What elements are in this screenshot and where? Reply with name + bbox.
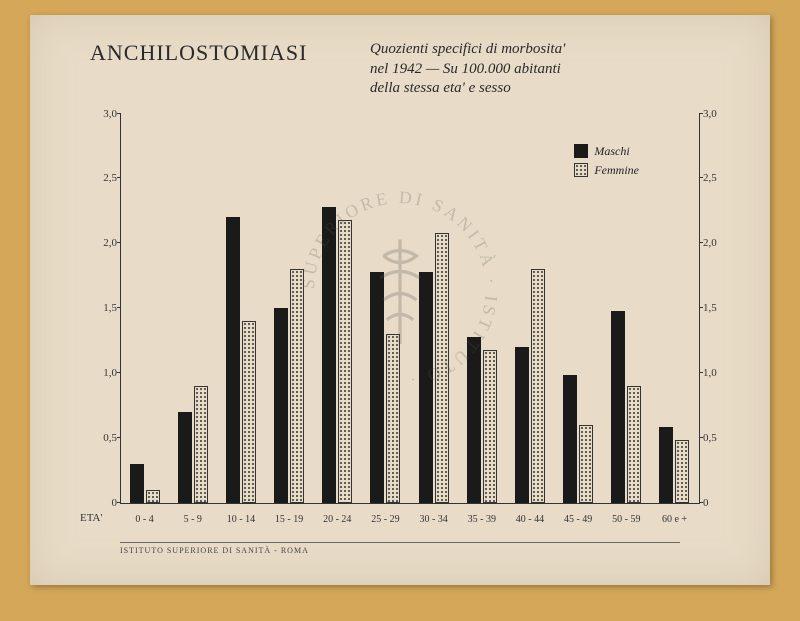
bar-femmine [531, 269, 545, 502]
bar-maschi [515, 347, 529, 503]
ytick-label: 1,5 [97, 302, 117, 314]
ytick-label: 0,5 [97, 432, 117, 444]
plot: Maschi Femmine 0 - 45 - 910 - 1415 - 192… [120, 114, 700, 504]
bar-group: 45 - 49 [555, 114, 603, 503]
category-label: 35 - 39 [458, 514, 505, 525]
x-axis-label: ETA' [80, 512, 102, 524]
ytick-label: 1,0 [97, 367, 117, 379]
bar-group: 10 - 14 [217, 114, 265, 503]
bar-femmine [435, 233, 449, 503]
bar-maschi [611, 311, 625, 503]
bar-femmine [242, 321, 256, 503]
bar-group: 40 - 44 [506, 114, 554, 503]
tick-mark [699, 177, 703, 178]
header: ANCHILOSTOMIASI Quozienti specifici di m… [30, 15, 770, 109]
bar-maschi [419, 272, 433, 503]
tick-mark [117, 177, 121, 178]
category-label: 30 - 34 [410, 514, 457, 525]
ytick-label: 2,5 [703, 172, 723, 184]
bar-group: 35 - 39 [458, 114, 506, 503]
bar-group: 25 - 29 [362, 114, 410, 503]
tick-mark [117, 502, 121, 503]
bars-container: 0 - 45 - 910 - 1415 - 1920 - 2425 - 2930… [121, 114, 699, 503]
tick-mark [699, 502, 703, 503]
bar-group: 50 - 59 [603, 114, 651, 503]
ytick-label: 2,0 [97, 237, 117, 249]
bar-femmine [146, 490, 160, 503]
category-label: 45 - 49 [555, 514, 602, 525]
bar-maschi [370, 272, 384, 503]
tick-mark [117, 372, 121, 373]
category-label: 40 - 44 [506, 514, 553, 525]
tick-mark [117, 307, 121, 308]
bar-group: 60 e + [651, 114, 699, 503]
bar-femmine [386, 334, 400, 503]
bar-group: 15 - 19 [266, 114, 314, 503]
subtitle-line: nel 1942 — Su 100.000 abitanti [370, 61, 561, 77]
tick-mark [699, 307, 703, 308]
subtitle-line: della stessa eta' e sesso [370, 80, 511, 96]
tick-mark [117, 113, 121, 114]
category-label: 25 - 29 [362, 514, 409, 525]
chart-title: ANCHILOSTOMIASI [90, 40, 370, 99]
tick-mark [699, 113, 703, 114]
ytick-label: 1,0 [703, 367, 723, 379]
ytick-label: 2,5 [97, 172, 117, 184]
bar-maschi [659, 427, 673, 502]
bar-femmine [579, 425, 593, 503]
bar-femmine [290, 269, 304, 502]
tick-mark [699, 372, 703, 373]
bar-group: 20 - 24 [314, 114, 362, 503]
bar-femmine [483, 350, 497, 503]
tick-mark [117, 437, 121, 438]
tick-mark [117, 242, 121, 243]
bar-femmine [675, 440, 689, 502]
bar-maschi [130, 464, 144, 503]
chart-subtitle: Quozienti specifici di morbosita' nel 19… [370, 40, 730, 99]
category-label: 60 e + [651, 514, 698, 525]
bar-femmine [338, 220, 352, 503]
ytick-label: 0 [703, 497, 723, 509]
bar-femmine [194, 386, 208, 503]
bar-group: 5 - 9 [169, 114, 217, 503]
tick-mark [699, 242, 703, 243]
bar-maschi [178, 412, 192, 503]
bar-femmine [627, 386, 641, 503]
bar-maschi [226, 217, 240, 502]
category-label: 50 - 59 [603, 514, 650, 525]
category-label: 0 - 4 [121, 514, 168, 525]
ytick-label: 3,0 [703, 108, 723, 120]
ytick-label: 3,0 [97, 108, 117, 120]
ytick-label: 0,5 [703, 432, 723, 444]
ytick-label: 0 [97, 497, 117, 509]
bar-maschi [563, 375, 577, 502]
bar-group: 0 - 4 [121, 114, 169, 503]
bar-group: 30 - 34 [410, 114, 458, 503]
footer-credit: ISTITUTO SUPERIORE DI SANITÀ - ROMA [120, 542, 680, 555]
category-label: 5 - 9 [169, 514, 216, 525]
category-label: 10 - 14 [217, 514, 264, 525]
bar-maschi [322, 207, 336, 503]
bar-maschi [467, 337, 481, 503]
ytick-label: 1,5 [703, 302, 723, 314]
bar-maschi [274, 308, 288, 503]
ytick-label: 2,0 [703, 237, 723, 249]
category-label: 20 - 24 [314, 514, 361, 525]
category-label: 15 - 19 [266, 514, 313, 525]
tick-mark [699, 437, 703, 438]
chart-area: Maschi Femmine 0 - 45 - 910 - 1415 - 192… [90, 114, 730, 534]
subtitle-line: Quozienti specifici di morbosita' [370, 41, 565, 57]
chart-card: ANCHILOSTOMIASI Quozienti specifici di m… [30, 15, 770, 585]
